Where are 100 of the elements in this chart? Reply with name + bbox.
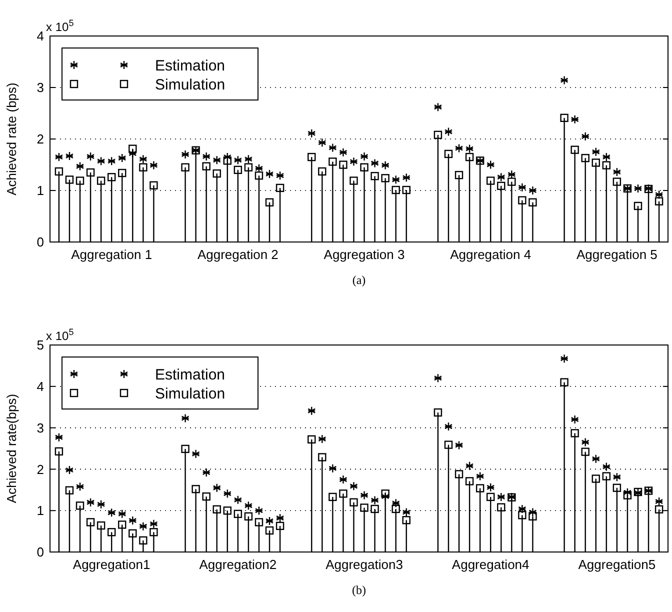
point [181,414,190,423]
point [244,501,253,510]
y-tick-label: 1 [36,183,44,198]
point [339,148,348,157]
point [528,186,537,196]
point [444,150,453,158]
point [181,150,190,160]
point [265,516,274,526]
point [360,504,368,512]
point [65,176,74,184]
point [465,152,474,162]
point [402,173,410,182]
text: (b) [352,583,366,597]
point [497,503,506,512]
point [444,127,453,136]
point [76,502,84,510]
point [276,170,284,180]
point [486,482,495,492]
point [434,374,442,383]
point [508,178,516,186]
point [654,197,664,206]
point [202,162,210,170]
x-tick-label: Aggregation2 [199,557,277,572]
point [192,449,200,458]
point [518,511,526,520]
point [581,438,590,447]
point [381,490,390,498]
point [223,152,232,162]
y-tick-label: 3 [36,420,44,436]
point [54,432,64,442]
legend-label: Estimation [155,57,226,74]
point [402,186,410,194]
point [212,483,221,492]
point [150,519,158,528]
x-tick-label: Aggregation 5 [576,247,658,262]
point [497,182,506,190]
point [96,521,106,530]
point [518,196,526,204]
point [476,484,484,492]
point [634,184,642,194]
point [528,512,537,520]
point [623,488,632,497]
point [202,492,210,501]
point [76,482,84,492]
point [139,154,148,164]
x-tick-label: Aggregation 1 [71,247,152,262]
point [54,152,64,162]
point [402,516,410,524]
point [392,175,400,184]
point [434,408,442,417]
point [560,378,568,386]
point [234,495,242,504]
point [223,506,232,515]
point [308,152,316,162]
point [107,173,116,182]
point [202,468,210,478]
point [497,492,506,502]
point [234,510,242,518]
point [96,156,106,166]
point [518,504,526,514]
y-tick-label: 1 [36,503,44,518]
point [350,157,358,166]
y-tick-label: 2 [36,462,44,477]
point [254,171,264,180]
point [350,482,358,491]
point [612,178,622,186]
point [223,156,232,165]
point [328,464,337,473]
point [265,169,274,179]
point [128,516,137,526]
point [339,490,348,498]
x-tick-label: Aggregation5 [578,557,656,572]
point [360,163,368,172]
point [318,167,326,176]
point [108,156,116,166]
point [370,172,379,180]
x-tick-label: Aggregation3 [326,557,403,572]
point [454,170,464,180]
point [212,505,221,514]
point [381,160,390,170]
point [360,490,368,500]
point [560,354,568,364]
point [265,198,274,206]
point [570,429,579,438]
point [581,154,590,162]
point [128,144,137,153]
legend-label: Estimation [155,366,226,384]
point [212,156,221,165]
point [65,465,74,475]
point [434,102,442,112]
point [181,444,190,454]
point [381,174,390,182]
point [54,167,64,176]
point [339,474,348,484]
point [318,138,326,148]
point [612,484,622,492]
x-tick-label: Aggregation 3 [324,247,405,262]
point [560,114,568,122]
point [486,160,495,170]
point [76,162,84,171]
